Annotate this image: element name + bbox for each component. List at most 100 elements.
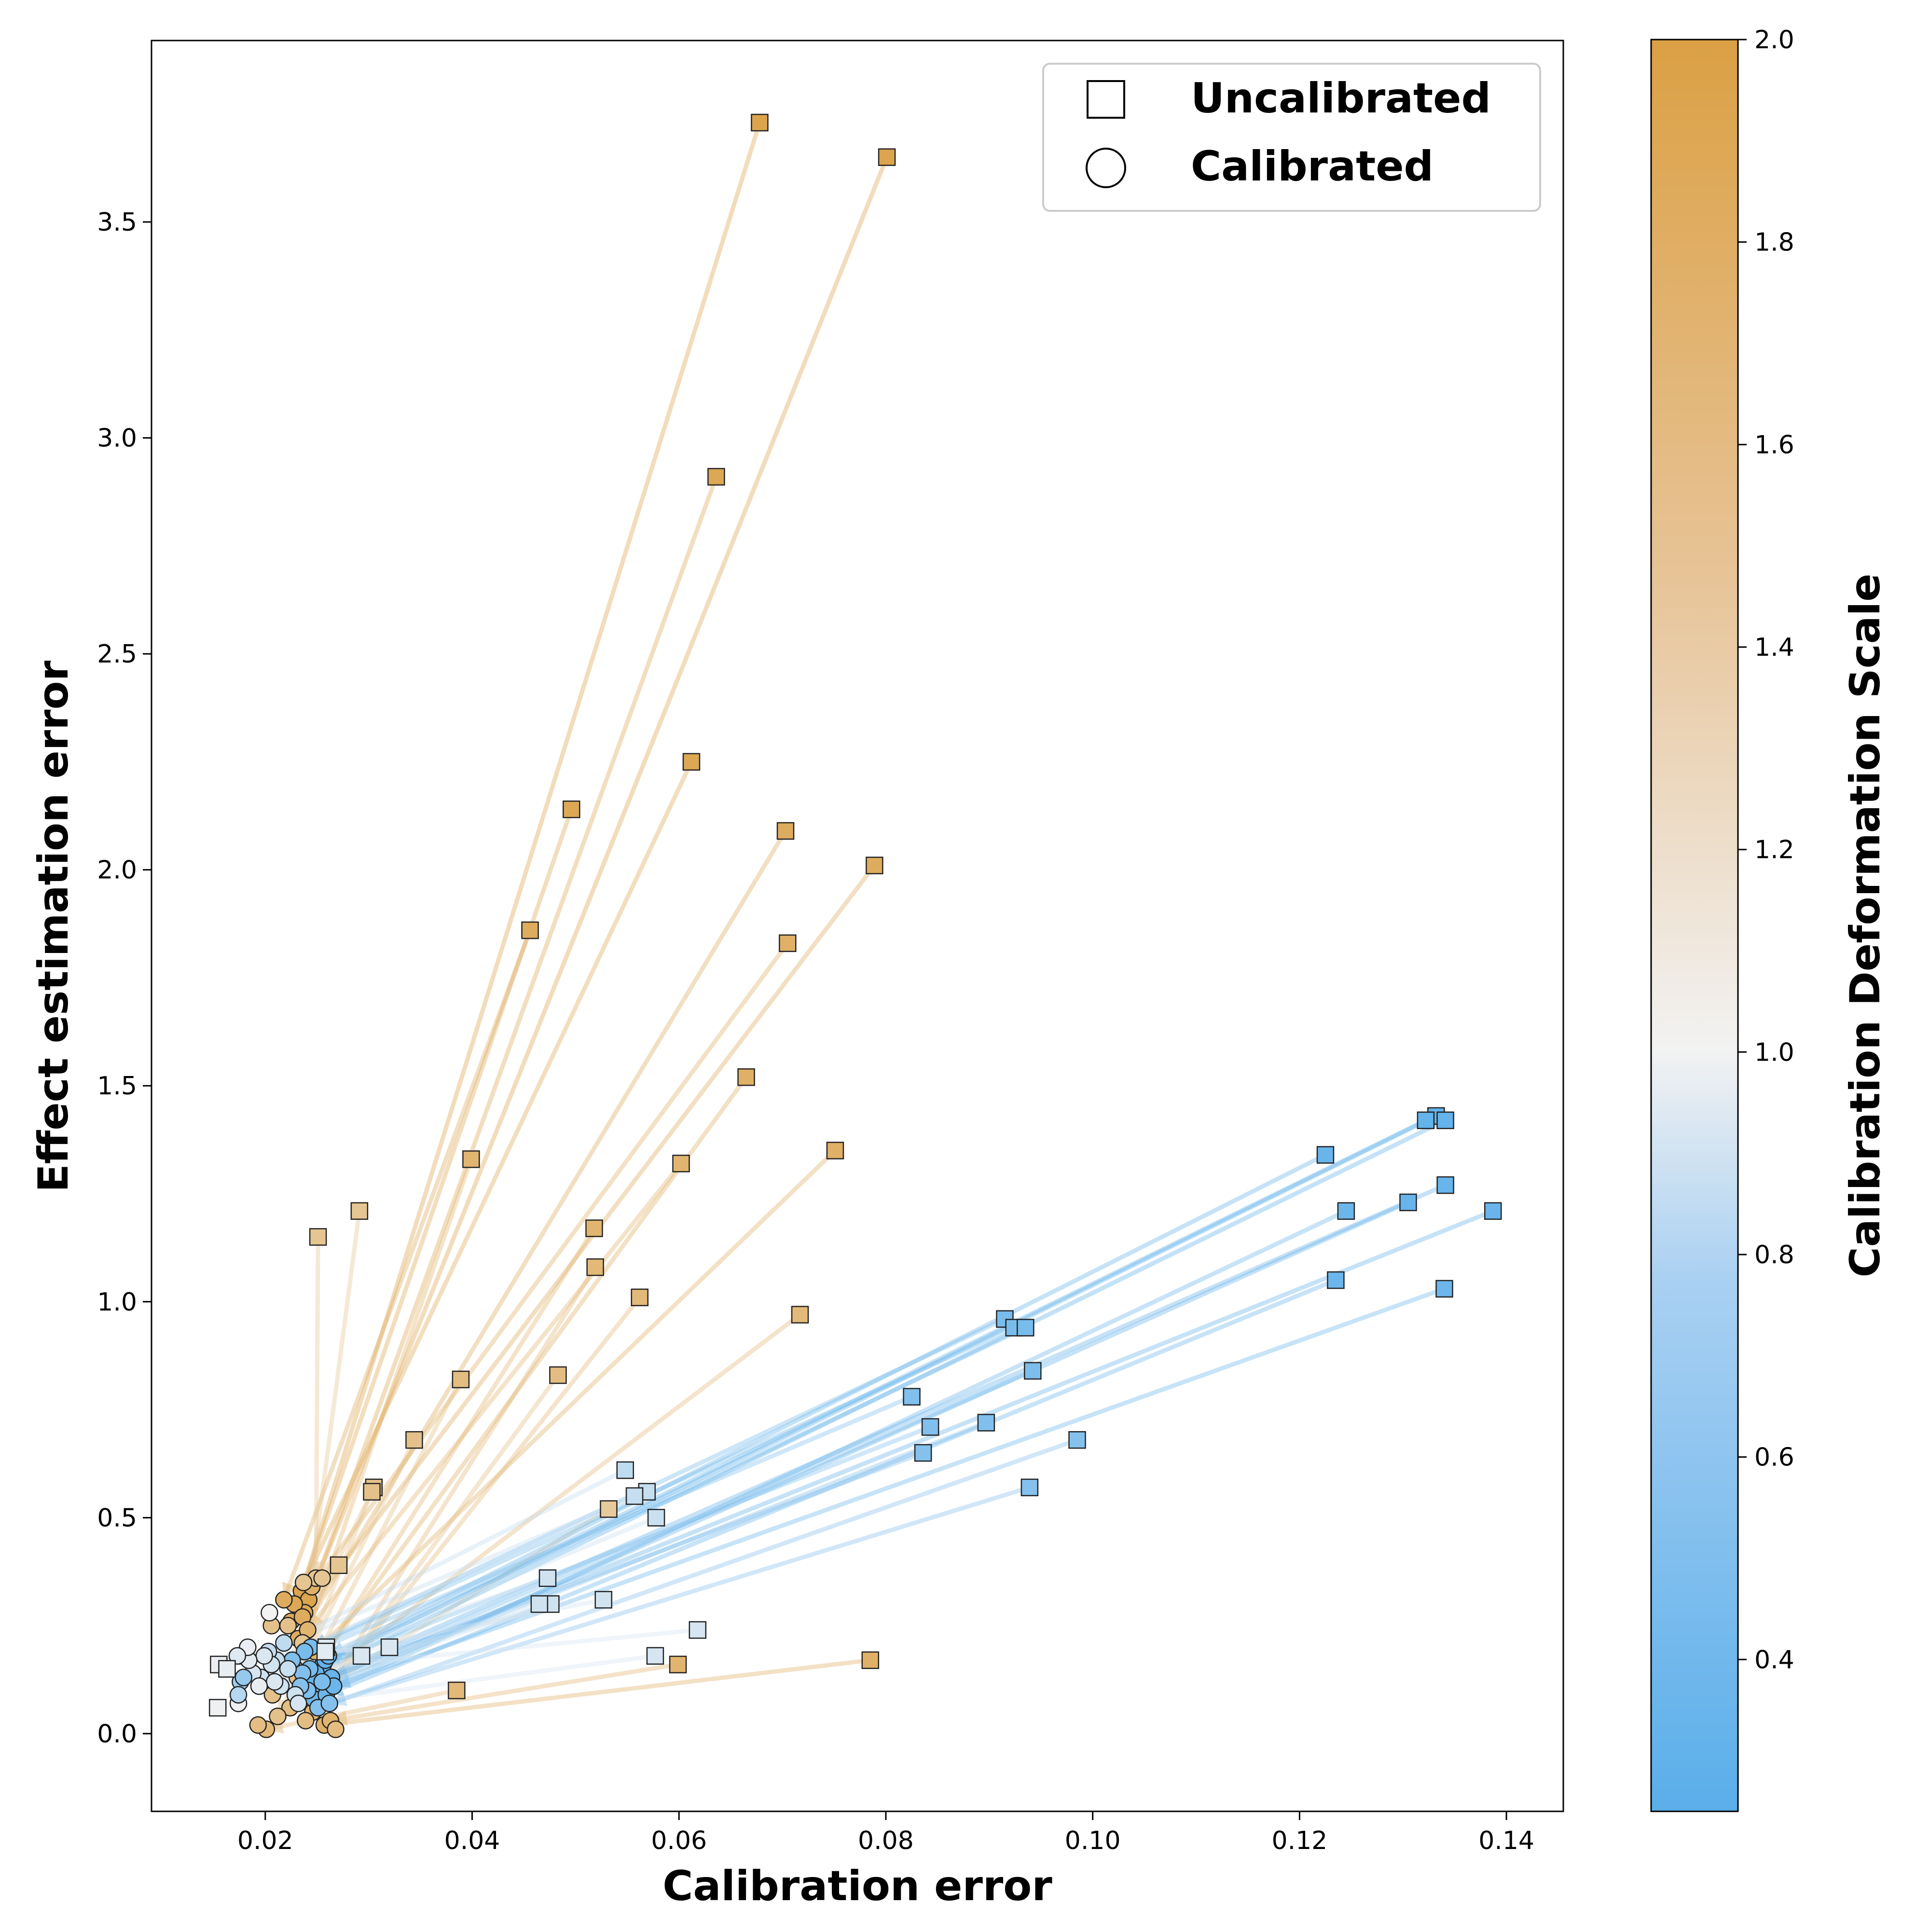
- uncalibrated-point-28: [448, 1682, 466, 1699]
- connection-line-34: [321, 1114, 1438, 1667]
- y-tick-label: 3.0: [97, 424, 137, 453]
- calibrated-point-7: [275, 1591, 293, 1609]
- connection-line-43: [331, 1286, 1447, 1688]
- uncalibrated-point-67: [316, 1642, 334, 1661]
- connection-line-45: [302, 1325, 1017, 1654]
- calibrated-point-47: [313, 1673, 331, 1691]
- uncalibrated-point-25: [600, 1500, 618, 1518]
- uncalibrated-point-16: [791, 1306, 809, 1324]
- uncalibrated-point-57: [647, 1509, 665, 1527]
- calibrated-point-19: [269, 1707, 287, 1725]
- connection-line-54: [281, 1468, 628, 1645]
- calibrated-point-57: [279, 1660, 297, 1678]
- connection-line-36: [323, 1118, 1428, 1663]
- connection-line-3: [292, 759, 694, 1606]
- calibrated-point-29: [249, 1716, 267, 1734]
- connection-line-6: [300, 863, 877, 1619]
- x-axis-ticks: 0.02 0.04 0.06 0.08 0.10 0.12 0.14: [237, 1811, 1534, 1855]
- uncalibrated-point-48: [903, 1388, 921, 1406]
- connection-line-17: [303, 1373, 560, 1723]
- connection-line-8: [309, 941, 790, 1589]
- uncalibrated-point-56: [625, 1487, 644, 1505]
- uncalibrated-point-7: [521, 921, 539, 939]
- colorbar-tick-label: 1.8: [1754, 228, 1794, 257]
- legend-uncalibrated-label: Uncalibrated: [1191, 74, 1491, 123]
- connection-line-53: [327, 1485, 1032, 1706]
- calibrated-point-74: [261, 1603, 278, 1622]
- uncalibrated-point-18: [452, 1370, 470, 1389]
- uncalibrated-point-2: [707, 468, 725, 486]
- connection-line-0: [299, 120, 762, 1593]
- calibrated-point-70: [250, 1677, 268, 1695]
- uncalibrated-point-51: [1068, 1431, 1086, 1449]
- calibrated-point-53: [320, 1694, 338, 1712]
- colorbar-tick-label: 0.6: [1754, 1443, 1794, 1472]
- x-tick-label: 0.04: [444, 1826, 500, 1855]
- legend-calibrated-label: Calibrated: [1191, 142, 1434, 191]
- colorbar-label: Calibration Deformation Scale: [1841, 574, 1889, 1278]
- uncalibrated-point-60: [530, 1595, 549, 1613]
- uncalibrated-point-42: [1327, 1271, 1345, 1289]
- uncalibrated-point-1: [878, 148, 896, 166]
- connection-line-41: [312, 1209, 1349, 1701]
- calibrated-point-73: [229, 1686, 248, 1704]
- uncalibrated-point-62: [689, 1621, 707, 1639]
- uncalibrated-point-5: [776, 822, 795, 840]
- legend: Uncalibrated Calibrated: [1042, 63, 1541, 212]
- connection-line-27: [328, 1662, 680, 1723]
- uncalibrated-point-14: [586, 1258, 604, 1276]
- x-tick-label: 0.12: [1271, 1826, 1327, 1855]
- uncalibrated-point-9: [737, 1068, 755, 1086]
- uncalibrated-point-6: [866, 856, 883, 874]
- connection-line-13: [297, 1226, 596, 1697]
- calibrated-point-72: [234, 1669, 253, 1686]
- uncalibrated-point-8: [779, 934, 797, 952]
- calibrated-point-65: [265, 1673, 284, 1691]
- uncalibrated-point-4: [563, 800, 580, 818]
- y-tick-label: 3.5: [97, 208, 137, 237]
- connection-line-37: [326, 1152, 1328, 1658]
- uncalibrated-point-27: [669, 1656, 687, 1673]
- connection-line-5: [296, 828, 788, 1641]
- y-axis-label: Effect estimation error: [29, 660, 78, 1192]
- uncalibrated-point-21: [363, 1483, 381, 1501]
- y-tick-label: 1.0: [97, 1288, 137, 1317]
- calibrated-point-30: [327, 1720, 345, 1739]
- uncalibrated-point-13: [585, 1219, 603, 1237]
- uncalibrated-point-49: [921, 1418, 939, 1436]
- uncalibrated-point-40: [1484, 1202, 1502, 1220]
- uncalibrated-point-65: [352, 1647, 371, 1665]
- calibrated-point-24: [313, 1569, 331, 1587]
- colorbar-tick-label: 0.8: [1754, 1241, 1794, 1270]
- legend-circle-marker: [1086, 148, 1126, 188]
- y-tick-label: 2.5: [97, 640, 137, 669]
- connection-line-51: [316, 1437, 1080, 1710]
- y-axis-ticks: 0.0 0.5 1.0 1.5 2.0 2.5 3.0 3.5: [97, 208, 152, 1749]
- uncalibrated-point-23: [309, 1228, 327, 1246]
- y-tick-label: 2.0: [97, 856, 137, 885]
- connection-line-9: [302, 1075, 749, 1684]
- uncalibrated-point-36: [1417, 1111, 1435, 1130]
- y-tick-label: 1.5: [97, 1072, 137, 1101]
- colorbar-gradient: [1650, 39, 1739, 1812]
- colorbar: 0.4 0.6 0.8 1.0 1.2 1.4 1.6 1.8 2.0 Calibration …: [1650, 26, 1889, 1812]
- uncalibrated-point-69: [208, 1698, 227, 1717]
- uncalibrated-points: [208, 113, 1502, 1717]
- connection-line-10: [313, 1148, 838, 1654]
- uncalibrated-point-41: [1337, 1202, 1355, 1220]
- uncalibrated-point-17: [549, 1366, 567, 1384]
- y-tick-label: 0.5: [97, 1504, 137, 1532]
- uncalibrated-point-52: [914, 1444, 932, 1462]
- connection-line-14: [310, 1265, 598, 1714]
- uncalibrated-point-53: [1020, 1478, 1039, 1496]
- connection-line-4: [289, 807, 574, 1624]
- uncalibrated-point-26: [861, 1651, 880, 1669]
- calibrated-point-54: [275, 1634, 293, 1652]
- uncalibrated-point-0: [751, 113, 769, 132]
- connection-line-23: [314, 1234, 320, 1581]
- uncalibrated-point-50: [977, 1414, 995, 1432]
- uncalibrated-point-19: [405, 1431, 423, 1449]
- connection-line-50: [305, 1420, 989, 1693]
- connection-line-44: [308, 1317, 1007, 1650]
